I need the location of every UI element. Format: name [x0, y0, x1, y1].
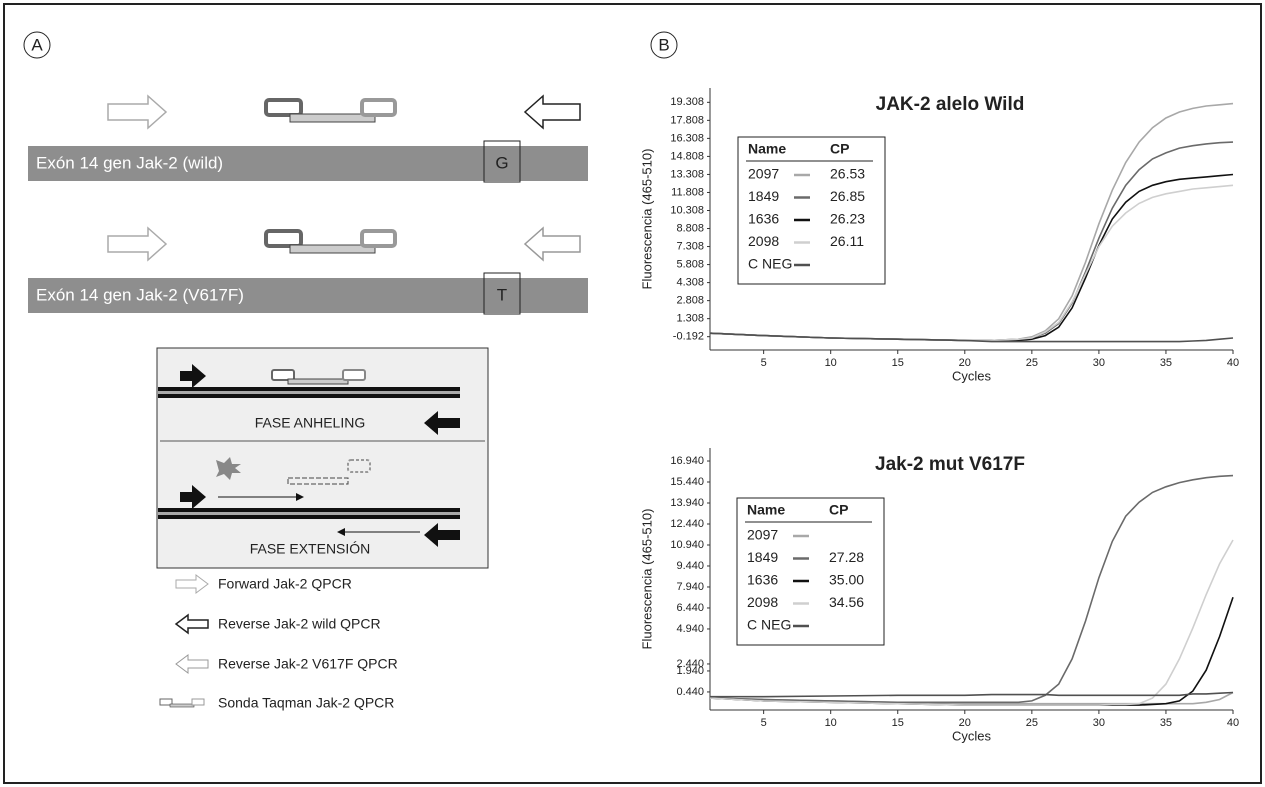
panel-label: B	[658, 35, 669, 54]
legend-label: 2098	[747, 594, 778, 610]
legend-cp: 35.00	[829, 572, 864, 588]
probe-end	[266, 231, 301, 246]
legend-cp: 26.85	[830, 188, 865, 204]
legend-header: CP	[829, 502, 848, 518]
legend-cp: 26.53	[830, 166, 865, 182]
base: G	[495, 153, 508, 172]
y-tick-label: 15.440	[670, 476, 704, 488]
legend-label: Forward Jak-2 QPCR	[218, 576, 352, 592]
y-tick-label: -0.192	[673, 331, 704, 343]
x-tick-label: 30	[1093, 357, 1105, 369]
legend-label: C NEG	[748, 256, 792, 272]
legend-cp: 26.11	[830, 233, 864, 249]
y-tick-label: 16.940	[670, 455, 704, 467]
legend-icon	[170, 704, 194, 707]
legend-icon	[192, 699, 204, 705]
legend-label: 2097	[747, 527, 778, 543]
x-tick-label: 40	[1227, 357, 1239, 369]
strand	[158, 508, 460, 512]
x-tick-label: 20	[959, 357, 971, 369]
panel-label: A	[31, 35, 43, 54]
phase-label: FASE EXTENSIÓN	[250, 541, 371, 557]
x-tick-label: 20	[959, 717, 971, 729]
x-tick-label: 5	[761, 717, 767, 729]
x-axis-label: Cycles	[952, 728, 992, 743]
figure: A B Exón 14 gen Jak-2 (wild) G Exón 14 g…	[0, 0, 1265, 787]
legend-cp: 27.28	[829, 549, 864, 565]
legend-header: Name	[748, 141, 786, 157]
x-tick-label: 30	[1093, 717, 1105, 729]
y-tick-label: 4.308	[676, 277, 704, 289]
x-tick-label: 25	[1026, 717, 1038, 729]
probe-end	[266, 100, 301, 115]
legend-label: C NEG	[747, 617, 791, 633]
x-tick-label: 40	[1227, 717, 1239, 729]
legend-label: Sonda Taqman Jak-2 QPCR	[218, 695, 394, 711]
legend-cp: 34.56	[829, 594, 864, 610]
y-tick-label: 10.940	[670, 539, 704, 551]
legend-header: CP	[830, 141, 849, 157]
x-tick-label: 15	[892, 717, 904, 729]
y-tick-label: 2.808	[676, 295, 704, 307]
y-tick-label: 13.308	[670, 168, 704, 180]
chart-title: Jak-2 mut V617F	[875, 454, 1025, 475]
y-tick-label: 4.940	[676, 623, 704, 635]
y-tick-label: 10.308	[670, 204, 704, 216]
y-tick-label: 16.308	[670, 132, 704, 144]
legend-label: 2097	[748, 166, 779, 182]
probe-body	[288, 379, 348, 384]
legend-label: Reverse Jak-2 wild QPCR	[218, 616, 381, 632]
legend-label: 2098	[748, 233, 779, 249]
y-tick-label: 1.308	[676, 313, 704, 325]
x-tick-label: 15	[892, 357, 904, 369]
legend-label: 1849	[748, 188, 779, 204]
legend-label: 1636	[747, 572, 778, 588]
strand	[158, 512, 460, 515]
y-tick-label: 7.308	[676, 240, 704, 252]
strand	[158, 387, 460, 391]
probe-end	[362, 231, 395, 246]
y-tick-label: 8.808	[676, 222, 704, 234]
base: T	[497, 285, 507, 304]
x-axis-label: Cycles	[952, 368, 992, 383]
y-tick-label: 14.808	[670, 150, 704, 162]
phase-label: FASE ANHELING	[255, 415, 365, 431]
exon-label: Exón 14 gen Jak-2 (wild)	[36, 153, 223, 172]
x-tick-label: 5	[761, 357, 767, 369]
exon-label: Exón 14 gen Jak-2 (V617F)	[36, 285, 244, 304]
y-tick-label: 6.440	[676, 602, 704, 614]
y-tick-label: 5.808	[676, 258, 704, 270]
strand	[158, 515, 460, 519]
y-tick-label: 7.940	[676, 581, 704, 593]
probe-end	[362, 100, 395, 115]
y-tick-label: 13.940	[670, 497, 704, 509]
x-tick-label: 25	[1026, 357, 1038, 369]
y-axis-label: Fluorescencia (465-510)	[639, 149, 654, 290]
probe-end	[343, 370, 365, 380]
chart-title: JAK-2 alelo Wild	[876, 94, 1025, 115]
y-tick-label: 17.808	[670, 114, 704, 126]
x-tick-label: 10	[825, 717, 837, 729]
strand	[158, 391, 460, 394]
y-tick-label: 12.440	[670, 518, 704, 530]
y-tick-label: 2.440	[676, 658, 704, 670]
strand	[158, 394, 460, 398]
y-tick-label: 19.308	[670, 96, 704, 108]
legend-header: Name	[747, 502, 785, 518]
x-tick-label: 35	[1160, 717, 1172, 729]
x-tick-label: 35	[1160, 357, 1172, 369]
x-tick-label: 10	[825, 357, 837, 369]
legend-label: 1636	[748, 211, 779, 227]
legend-label: 1849	[747, 549, 778, 565]
legend-cp: 26.23	[830, 211, 865, 227]
legend-label: Reverse Jak-2 V617F QPCR	[218, 656, 398, 672]
y-tick-label: 9.440	[676, 560, 704, 572]
y-tick-label: 0.440	[676, 686, 704, 698]
y-axis-label: Fluorescencia (465-510)	[639, 509, 654, 650]
y-tick-label: 11.808	[671, 186, 704, 198]
